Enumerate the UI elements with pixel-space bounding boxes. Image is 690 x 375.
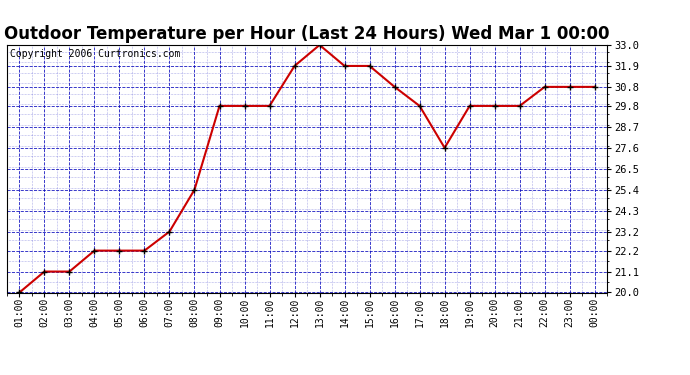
Title: Outdoor Temperature per Hour (Last 24 Hours) Wed Mar 1 00:00: Outdoor Temperature per Hour (Last 24 Ho… [4,26,610,44]
Text: Copyright 2006 Curtronics.com: Copyright 2006 Curtronics.com [10,49,180,59]
